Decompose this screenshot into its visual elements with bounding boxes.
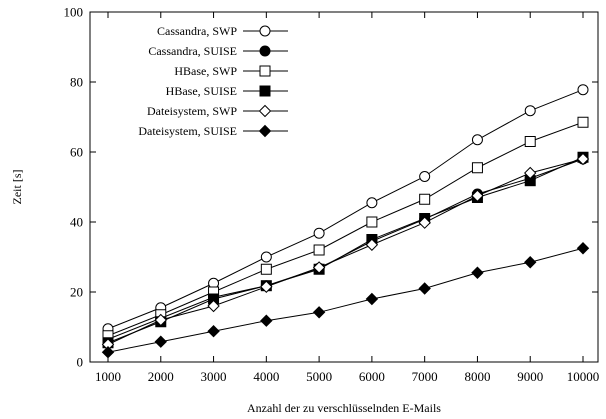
- series-line: [107, 247, 584, 353]
- x-tick-label: 7000: [412, 369, 438, 384]
- legend-entry: Cassandra, SUISE: [148, 44, 288, 58]
- data-point: [366, 216, 378, 228]
- data-point: [576, 242, 590, 255]
- series-3: [102, 151, 589, 349]
- series-5: [101, 242, 590, 359]
- series-line: [107, 158, 584, 340]
- data-point: [260, 251, 272, 263]
- x-tick-label: 3000: [201, 369, 227, 384]
- legend-label: HBase, SWP: [174, 64, 237, 78]
- legend-entry: HBase, SWP: [174, 64, 288, 78]
- legend-entry: Cassandra, SWP: [157, 24, 288, 38]
- data-point: [154, 313, 167, 327]
- y-tick-label: 100: [64, 5, 84, 20]
- data-point: [419, 193, 431, 205]
- data-point: [577, 84, 589, 96]
- x-tick-label: 1000: [95, 369, 121, 384]
- series-line: [107, 156, 584, 344]
- legend-label: Dateisystem, SUISE: [138, 124, 237, 138]
- data-point: [471, 189, 484, 202]
- x-tick-label: 8000: [464, 369, 490, 384]
- data-point: [312, 306, 326, 319]
- data-point: [471, 266, 484, 279]
- legend-marker: [259, 85, 271, 97]
- data-point: [577, 116, 589, 128]
- legend-label: Cassandra, SWP: [157, 24, 237, 38]
- data-point: [260, 263, 272, 275]
- series-line: [107, 158, 584, 345]
- data-point: [418, 216, 431, 229]
- data-point: [365, 238, 379, 251]
- y-tick-label: 60: [70, 145, 83, 160]
- y-tick-label: 40: [70, 215, 83, 230]
- x-tick-label: 2000: [148, 369, 174, 384]
- y-tick-label: 20: [70, 285, 83, 300]
- legend-entry: HBase, SUISE: [166, 84, 288, 98]
- legend-label: Dateisystem, SWP: [147, 104, 237, 118]
- data-point: [101, 345, 115, 359]
- data-point: [365, 292, 379, 306]
- x-tick-label: 5000: [306, 369, 332, 384]
- data-point: [313, 227, 325, 239]
- x-tick-label: 9000: [517, 369, 543, 384]
- legend-marker: [258, 104, 272, 118]
- data-point: [576, 152, 590, 166]
- data-point: [419, 171, 431, 182]
- data-point: [313, 244, 325, 256]
- x-axis-label: Anzahl der zu verschlüsselnden E-Mails: [247, 401, 441, 415]
- series-layer: [101, 84, 590, 359]
- x-tick-label: 4000: [253, 369, 279, 384]
- legend-marker: [259, 25, 271, 37]
- legend-entry: Dateisystem, SWP: [147, 104, 288, 118]
- legend-marker: [258, 124, 272, 138]
- legend-label: Cassandra, SUISE: [148, 44, 237, 58]
- legend-marker: [259, 65, 271, 77]
- data-point: [366, 197, 378, 209]
- y-axis-ticks: 0 20 40 60 80 100: [64, 5, 598, 370]
- series-0: [102, 84, 589, 335]
- data-point: [524, 166, 537, 180]
- data-point: [418, 282, 431, 295]
- series-4: [101, 152, 590, 351]
- y-axis-label: Zeit [s]: [10, 170, 24, 205]
- x-tick-label: 10000: [567, 369, 600, 384]
- data-point: [524, 136, 536, 147]
- series-line: [107, 121, 584, 337]
- x-axis-ticks: 1000 2000 3000 4000 5000 6000 7000 8000 9000 1000…: [95, 12, 599, 384]
- data-point: [260, 280, 273, 293]
- data-point: [524, 105, 536, 117]
- legend-label: HBase, SUISE: [166, 84, 237, 98]
- series-line: [107, 89, 584, 330]
- series-2: [102, 116, 589, 342]
- data-point: [471, 134, 483, 146]
- data-point: [207, 324, 220, 338]
- data-point: [154, 335, 167, 348]
- data-point: [524, 256, 537, 269]
- data-point: [207, 299, 220, 313]
- data-point: [312, 261, 326, 274]
- legend-entry: Dateisystem, SUISE: [138, 124, 288, 138]
- y-tick-label: 0: [77, 355, 84, 370]
- data-point: [471, 162, 483, 174]
- plot-frame: [89, 11, 599, 363]
- y-tick-label: 80: [70, 75, 83, 90]
- legend: Cassandra, SWP Cassandra, SUISE HBase, SWP…: [138, 24, 288, 138]
- x-tick-label: 6000: [359, 369, 385, 384]
- data-point: [260, 314, 273, 327]
- legend-marker: [259, 45, 271, 57]
